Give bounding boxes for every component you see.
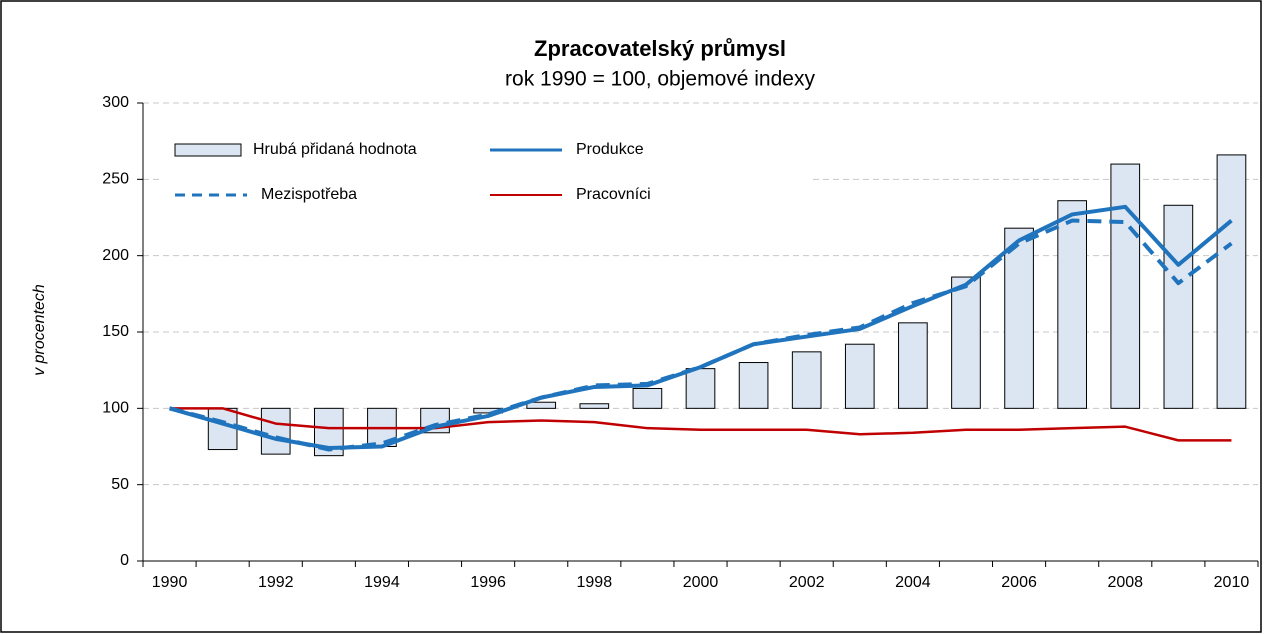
x-tick-label: 1992 bbox=[258, 574, 294, 591]
y-axis-label: v procentech bbox=[31, 284, 48, 376]
legend-label: Produkce bbox=[576, 141, 644, 158]
x-tick-label: 1994 bbox=[364, 574, 400, 591]
bar bbox=[898, 322, 928, 409]
y-tick-label: 250 bbox=[102, 171, 129, 188]
bar bbox=[1216, 154, 1247, 409]
y-tick-label: 100 bbox=[102, 400, 129, 417]
y-tick-label: 50 bbox=[111, 476, 129, 493]
legend-label: Pracovníci bbox=[576, 186, 651, 203]
x-tick-label: 2010 bbox=[1214, 574, 1250, 591]
bar bbox=[260, 407, 291, 455]
bar bbox=[791, 351, 822, 409]
bar bbox=[951, 276, 981, 409]
x-tick-label: 1990 bbox=[152, 574, 188, 591]
bar bbox=[1057, 200, 1088, 409]
bar bbox=[738, 362, 769, 409]
bar bbox=[844, 343, 875, 409]
y-tick-label: 300 bbox=[102, 94, 129, 111]
bar bbox=[1004, 227, 1034, 409]
x-tick-label: 2002 bbox=[789, 574, 825, 591]
legend-label: Hrubá přidaná hodnota bbox=[253, 141, 417, 158]
x-tick-label: 2000 bbox=[683, 574, 719, 591]
chart-subtitle: rok 1990 = 100, objemové indexy bbox=[505, 68, 815, 91]
legend-label: Mezispotřeba bbox=[261, 186, 357, 203]
x-tick-label: 2006 bbox=[1001, 574, 1037, 591]
bar bbox=[526, 401, 557, 409]
x-tick-label: 2008 bbox=[1107, 574, 1143, 591]
chart-title: Zpracovatelský průmysl bbox=[534, 36, 786, 61]
x-tick-label: 1996 bbox=[470, 574, 506, 591]
line-series bbox=[168, 204, 1233, 451]
bar bbox=[1110, 163, 1141, 409]
bar bbox=[632, 387, 663, 409]
line-series bbox=[169, 407, 1232, 442]
x-tick-label: 2004 bbox=[895, 574, 931, 591]
y-tick-label: 0 bbox=[120, 552, 129, 569]
y-tick-label: 150 bbox=[102, 323, 129, 340]
legend-background bbox=[160, 128, 810, 218]
legend-swatch bbox=[174, 143, 242, 157]
bar bbox=[685, 368, 716, 409]
bar bbox=[207, 407, 238, 451]
x-tick-label: 1998 bbox=[577, 574, 613, 591]
bar bbox=[1163, 204, 1194, 409]
y-tick-label: 200 bbox=[102, 247, 129, 264]
bar bbox=[579, 403, 610, 409]
